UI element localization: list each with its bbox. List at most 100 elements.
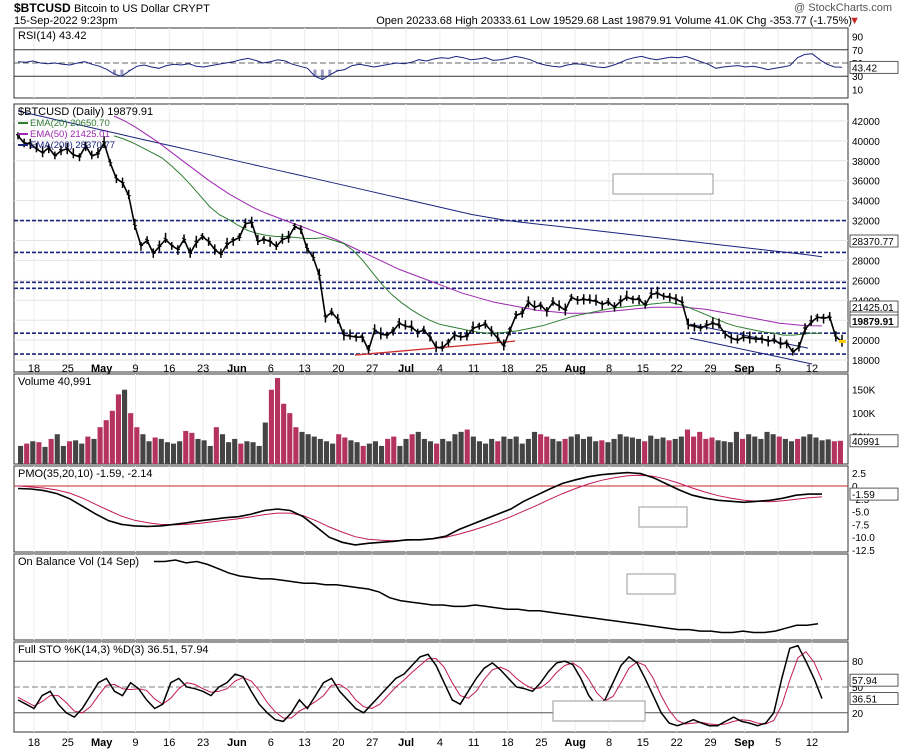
x-tick-label-bottom: Jul (398, 737, 414, 749)
rsi-title: RSI(14) 43.42 (18, 30, 86, 42)
ema20-line (113, 135, 823, 336)
volume-bar (60, 445, 66, 464)
panel-frame-price (13, 103, 849, 373)
x-tick-label-bottom: 15 (637, 737, 649, 749)
pmo-tick: -5.0 (852, 508, 870, 519)
volume-bar (684, 429, 691, 464)
volume-bar (109, 410, 115, 464)
x-tick-label-top: 18 (501, 363, 513, 375)
rsi-last-label-box (849, 60, 899, 74)
volume-bar (177, 441, 183, 464)
datetime: 15-Sep-2022 9:23pm (14, 15, 118, 27)
volume-bar (18, 445, 24, 464)
pmo-tick: -12.5 (852, 546, 875, 557)
volume-bar (164, 442, 170, 464)
volume-bar (635, 438, 642, 464)
volume-bar (733, 431, 739, 464)
pmo-last-label: -1.59 (852, 490, 875, 501)
volume-bar (66, 441, 73, 464)
sto-last-d: 57.94 (852, 676, 877, 687)
price-tick: 32000 (852, 217, 880, 228)
volume-bar (666, 440, 672, 464)
volume-bar (697, 431, 703, 464)
x-tick-label-bottom: 18 (28, 737, 40, 749)
volume-bar (691, 436, 697, 464)
volume-bar (146, 441, 152, 464)
volume-bar (642, 441, 648, 464)
panel-frame-obv (13, 553, 849, 641)
volume-bar (24, 443, 30, 464)
volume-bar (348, 440, 354, 464)
volume-bar (360, 445, 366, 464)
volume-bar (183, 430, 189, 464)
volume-bar (489, 438, 495, 464)
volume-bar (189, 432, 195, 464)
volume-bar (611, 438, 617, 464)
volume-bar (158, 438, 164, 464)
volume-bar (336, 434, 342, 464)
volume-bar (837, 440, 843, 464)
x-tick-label-top: 25 (62, 363, 74, 375)
x-tick-label-bottom: May (91, 737, 113, 749)
volume-bar (79, 443, 85, 464)
x-tick-label-bottom: 8 (606, 737, 612, 749)
volume-bar (42, 446, 48, 464)
symbol-type: CRYPT (172, 3, 210, 15)
price-tick: 34000 (852, 197, 880, 208)
x-tick-label-top: 27 (366, 363, 378, 375)
sto-k-line (17, 644, 823, 727)
x-tick-label-bottom: 5 (775, 737, 781, 749)
volume-bar (629, 437, 635, 464)
x-tick-label-bottom: 4 (437, 737, 443, 749)
volume-bar (617, 434, 623, 464)
volume-bar (330, 443, 336, 464)
pmo-line (17, 471, 822, 546)
volume-bar (152, 437, 158, 464)
sto-tick: 50 (852, 683, 864, 694)
sto-last-k-box (849, 692, 899, 706)
obv-title: On Balance Vol (14 Sep) (18, 556, 139, 568)
x-tick-label-bottom: 9 (132, 737, 138, 749)
x-tick-label-top: 22 (671, 363, 683, 375)
price-line (17, 135, 843, 354)
volume-bar (317, 438, 323, 464)
x-tick-label-top: 9 (132, 363, 138, 375)
volume-bar (421, 438, 427, 464)
volume-bar (311, 436, 317, 464)
price-tick: 28000 (852, 256, 880, 267)
volume-bar (268, 389, 274, 464)
price-tick: 40000 (852, 137, 880, 148)
volume-bar (238, 443, 244, 464)
x-tick-label-top: Sep (734, 363, 754, 375)
x-tick-label-top: 23 (197, 363, 209, 375)
volume-bar (274, 378, 281, 464)
volume-bar (788, 441, 795, 464)
volume-bar (721, 441, 727, 464)
x-tick-label-bottom: 16 (163, 737, 175, 749)
volume-bar (556, 441, 562, 464)
volume-bar (170, 443, 177, 464)
volume-bar (207, 445, 213, 464)
sto-tick: 80 (852, 657, 864, 668)
volume-bar (250, 442, 256, 464)
pmo-title: PMO(35,20,10) -1.59, -2.14 (18, 468, 153, 480)
volume-bar (366, 443, 372, 464)
volume-bar (831, 441, 837, 464)
volume-bar (287, 413, 293, 464)
x-tick-label-bottom: 13 (298, 737, 310, 749)
volume-bar (807, 434, 813, 464)
volume-bar (782, 438, 788, 464)
x-tick-label-bottom: 20 (332, 737, 344, 749)
volume-bar (483, 443, 489, 464)
volume-bar (201, 440, 207, 464)
volume-bar (73, 440, 79, 464)
volume-last-label-box (849, 434, 899, 448)
pmo-tick: 0 (852, 482, 858, 493)
volume-bar (91, 438, 97, 464)
volume-bar (574, 434, 580, 464)
volume-bar (531, 431, 538, 464)
volume-bar (354, 442, 360, 464)
x-tick-label-bottom: 25 (62, 737, 74, 749)
volume-bar (727, 442, 733, 464)
volume-bar (36, 442, 42, 464)
